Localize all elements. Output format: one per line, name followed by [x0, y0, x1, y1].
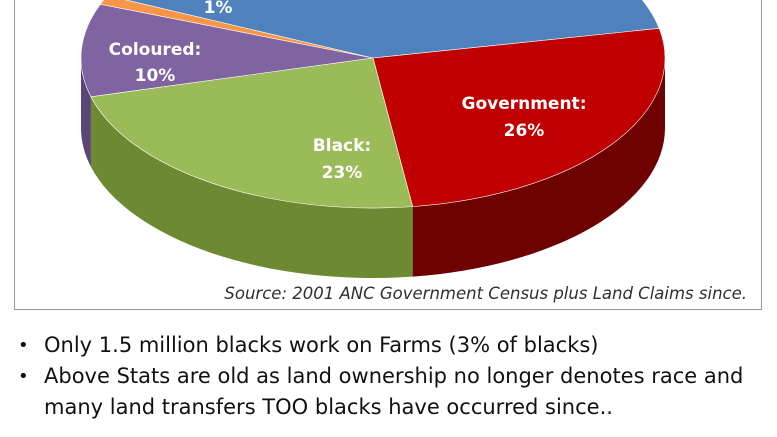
slice-label-0-pct: 10%	[135, 66, 176, 86]
bullet-item-farm-workers: Only 1.5 million blacks work on Farms (3…	[14, 330, 777, 361]
pie-slice-0	[80, 3, 374, 98]
slice-label-0-name: Coloured:	[109, 40, 202, 60]
chart-frame: Coloured: 10% 1% Government: 26% Black: 23% So…	[14, 0, 762, 310]
pie-side-4	[90, 96, 413, 279]
slice-label-3-pct: 26%	[504, 121, 545, 141]
source-note: Source: 2001 ANC Government Census plus …	[224, 284, 747, 303]
pie-side-0	[81, 58, 91, 167]
pie-slice-3	[372, 28, 666, 207]
pie-side-3	[412, 58, 665, 277]
slice-label-1-pct: 1%	[204, 0, 233, 18]
bullet-list: Only 1.5 million blacks work on Farms (3…	[14, 330, 777, 423]
pie-chart: Coloured: 10% 1% Government: 26% Black: 23%	[80, 0, 666, 279]
pie-tops	[80, 0, 666, 209]
pie-labels: Coloured: 10% 1% Government: 26% Black: 23%	[109, 0, 587, 183]
slice-label-4-pct: 23%	[322, 163, 363, 183]
bullet-item-stats-note: Above Stats are old as land ownership no…	[14, 361, 777, 423]
pie-slice-2	[125, 0, 660, 59]
slice-label-4-name: Black:	[313, 136, 371, 156]
pie-slice-1	[99, 0, 374, 59]
pie-slice-4	[90, 57, 414, 209]
pie-sides	[81, 58, 665, 279]
slice-label-3-name: Government:	[461, 94, 586, 114]
